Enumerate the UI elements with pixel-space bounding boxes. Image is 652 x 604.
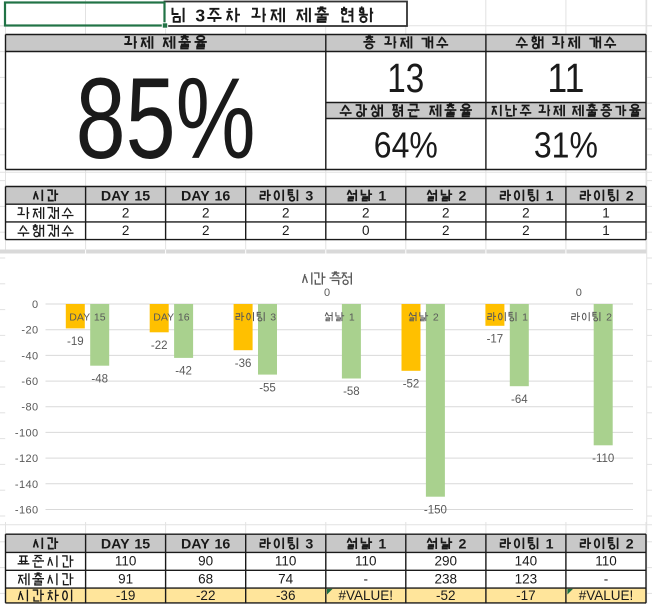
svg-text:-60: -60	[21, 376, 38, 388]
svg-text:2: 2	[459, 537, 467, 553]
svg-text:3: 3	[195, 5, 205, 25]
svg-text:-36: -36	[235, 358, 252, 370]
svg-text:-140: -140	[15, 479, 39, 491]
svg-text:1: 1	[378, 189, 386, 205]
svg-text:-22: -22	[151, 340, 168, 352]
svg-text:DAY: DAY	[69, 311, 90, 323]
svg-text:-120: -120	[15, 453, 39, 465]
svg-text:DAY: DAY	[181, 189, 210, 205]
svg-text:#VALUE!: #VALUE!	[579, 588, 634, 603]
svg-text:2: 2	[442, 223, 450, 238]
svg-text:0: 0	[32, 299, 39, 311]
svg-text:16: 16	[215, 537, 231, 553]
svg-text:2: 2	[202, 206, 210, 221]
svg-text:1: 1	[546, 189, 554, 205]
svg-text:123: 123	[515, 572, 538, 587]
svg-text:-17: -17	[487, 334, 504, 346]
svg-text:-19: -19	[67, 336, 84, 348]
svg-text:13: 13	[387, 55, 424, 101]
svg-text:2: 2	[282, 206, 290, 221]
svg-text:-80: -80	[21, 402, 38, 414]
svg-text:-: -	[604, 572, 609, 587]
svg-text:-58: -58	[343, 386, 360, 398]
svg-text:-17: -17	[516, 588, 536, 603]
svg-text:3: 3	[305, 189, 313, 205]
svg-text:2: 2	[433, 311, 439, 323]
svg-text:2: 2	[459, 189, 467, 205]
svg-text:1: 1	[546, 537, 554, 553]
svg-text:110: 110	[355, 554, 377, 569]
svg-text:15: 15	[134, 189, 150, 205]
svg-text:2: 2	[282, 223, 290, 238]
svg-text:68: 68	[198, 572, 213, 587]
svg-text:1: 1	[349, 311, 355, 323]
svg-text:290: 290	[435, 554, 458, 569]
svg-text:110: 110	[595, 554, 617, 569]
svg-text:64%: 64%	[374, 124, 438, 165]
svg-text:2: 2	[362, 206, 370, 221]
svg-text:11: 11	[547, 55, 584, 101]
svg-text:-: -	[364, 572, 369, 587]
svg-text:-48: -48	[91, 373, 108, 385]
svg-text:110: 110	[115, 554, 137, 569]
svg-text:140: 140	[515, 554, 538, 569]
svg-text:1: 1	[522, 311, 528, 323]
svg-text:2: 2	[626, 537, 634, 553]
svg-text:DAY: DAY	[153, 311, 174, 323]
svg-text:-19: -19	[116, 588, 136, 603]
svg-text:1: 1	[602, 223, 610, 238]
svg-text:-100: -100	[15, 427, 39, 439]
svg-text:#VALUE!: #VALUE!	[339, 588, 394, 603]
svg-text:-160: -160	[15, 505, 39, 517]
svg-text:238: 238	[435, 572, 458, 587]
svg-text:16: 16	[215, 189, 231, 205]
svg-text:91: 91	[118, 572, 133, 587]
svg-text:-52: -52	[436, 588, 456, 603]
svg-text:2: 2	[626, 189, 634, 205]
svg-text:3: 3	[305, 537, 313, 553]
svg-text:-36: -36	[276, 588, 296, 603]
svg-text:-150: -150	[424, 504, 447, 516]
svg-text:-110: -110	[592, 453, 614, 465]
svg-text:DAY: DAY	[101, 189, 130, 205]
svg-text:-40: -40	[21, 350, 38, 362]
svg-text:31%: 31%	[534, 124, 598, 165]
svg-text:74: 74	[278, 572, 294, 587]
svg-text:-55: -55	[259, 382, 276, 394]
svg-text:15: 15	[134, 537, 150, 553]
svg-text:3: 3	[270, 311, 276, 323]
svg-text:-64: -64	[511, 394, 528, 406]
svg-text:-42: -42	[175, 366, 192, 378]
svg-text:2: 2	[442, 206, 450, 221]
svg-text:2: 2	[522, 206, 530, 221]
svg-text:1: 1	[602, 206, 610, 221]
svg-text:2: 2	[606, 311, 612, 323]
svg-text:2: 2	[522, 223, 530, 238]
svg-text:90: 90	[198, 554, 213, 569]
svg-text:-52: -52	[403, 379, 420, 391]
svg-text:2: 2	[202, 223, 210, 238]
svg-text:16: 16	[178, 311, 190, 323]
svg-text:1: 1	[378, 537, 386, 553]
svg-text:-20: -20	[21, 325, 38, 337]
svg-text:DAY: DAY	[181, 537, 210, 553]
svg-text:DAY: DAY	[101, 537, 130, 553]
svg-text:2: 2	[122, 223, 130, 238]
svg-text:110: 110	[275, 554, 297, 569]
svg-text:85%: 85%	[76, 55, 256, 183]
svg-text:0: 0	[576, 287, 582, 299]
svg-text:0: 0	[324, 287, 330, 299]
svg-text:15: 15	[94, 311, 106, 323]
svg-text:-22: -22	[196, 588, 216, 603]
svg-text:2: 2	[122, 206, 130, 221]
svg-text:0: 0	[362, 223, 370, 238]
